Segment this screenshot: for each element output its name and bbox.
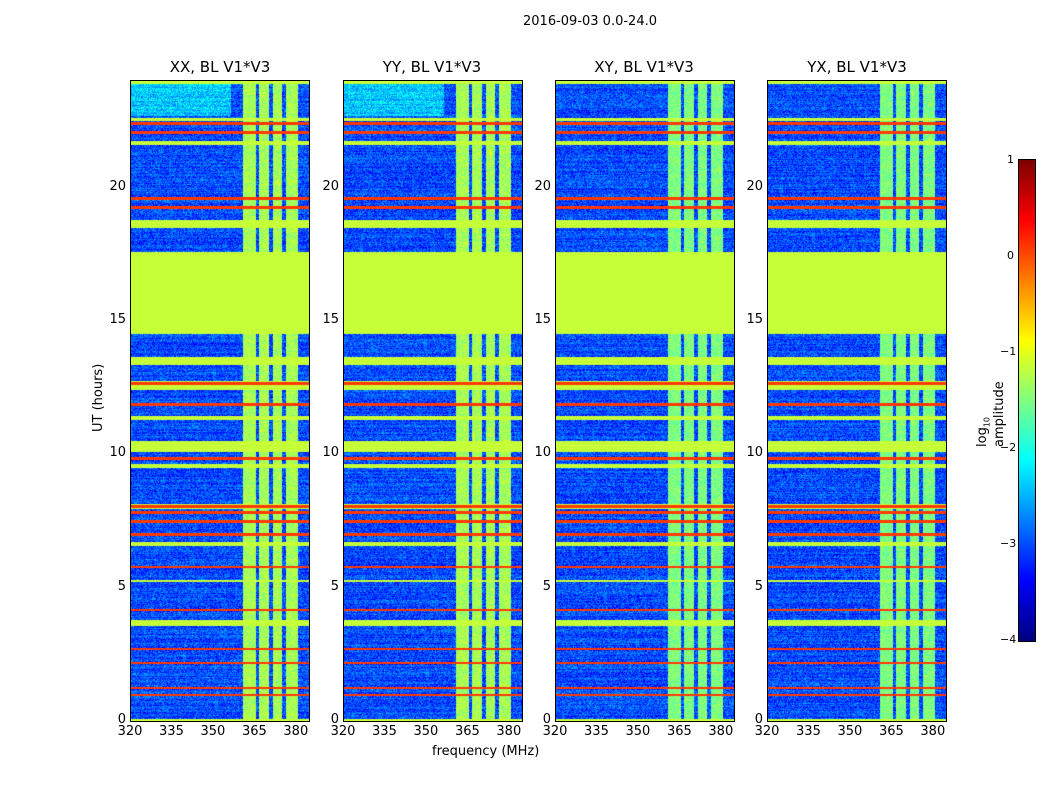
y-tick-label: 0 (542, 712, 551, 727)
colorbar-tick-label: 0 (1007, 249, 1014, 262)
y-tick-label: 15 (746, 312, 763, 327)
x-tick-label: 380 (708, 724, 734, 739)
x-tick-label: 365 (666, 724, 692, 739)
waterfall-yy (343, 80, 523, 722)
x-tick-label: 335 (159, 724, 184, 739)
colorbar-tick-label: −1 (1000, 345, 1017, 358)
y-tick-label: 0 (117, 712, 126, 727)
x-tick-label: 335 (372, 724, 397, 739)
y-tick-label: 0 (330, 712, 339, 727)
colorbar-tick-label: 1 (1007, 153, 1014, 166)
y-axis-label: UT (hours) (91, 363, 106, 432)
colorbar-label-rest: amplitude (991, 381, 1007, 447)
panel-title-yy: YY, BL V1*V3 (382, 58, 482, 76)
x-tick-label: 380 (496, 724, 522, 739)
colorbar (1018, 159, 1036, 642)
y-tick-label: 15 (534, 312, 551, 327)
waterfall-xy (555, 80, 735, 722)
waterfall-xx (130, 80, 310, 722)
y-tick-label: 20 (746, 178, 763, 194)
panel-title-xx: XX, BL V1*V3 (169, 58, 271, 76)
y-tick-label: 15 (322, 312, 339, 327)
x-tick-label: 365 (454, 724, 480, 739)
y-tick-label: 5 (754, 578, 763, 594)
x-tick-label: 380 (283, 724, 309, 739)
colorbar-tick-label: −2 (1000, 441, 1017, 454)
y-tick-label: 10 (109, 445, 126, 461)
x-tick-label: 350 (200, 724, 226, 739)
y-tick-label: 20 (109, 178, 126, 194)
colorbar-label-sub: 10 (982, 416, 992, 428)
figure-title: 2016-09-03 0.0-24.0 (523, 14, 657, 29)
y-tick-label: 20 (322, 178, 339, 194)
y-tick-label: 10 (322, 445, 339, 461)
x-tick-label: 320 (542, 724, 568, 739)
x-tick-label: 365 (241, 724, 267, 739)
colorbar-label: log10 amplitude (975, 372, 1007, 447)
colorbar-tick-label: −3 (1000, 537, 1017, 550)
x-tick-label: 320 (117, 724, 143, 739)
colorbar-tick-label: −4 (1000, 633, 1017, 646)
x-tick-label: 335 (796, 724, 821, 739)
y-tick-label: 5 (542, 578, 551, 594)
colorbar-label-log: log (975, 427, 990, 447)
x-tick-label: 320 (330, 724, 356, 739)
y-tick-label: 10 (746, 445, 763, 461)
x-axis-label: frequency (MHz) (432, 744, 540, 759)
y-tick-label: 15 (109, 312, 126, 327)
x-tick-label: 335 (584, 724, 609, 739)
y-tick-label: 10 (534, 445, 551, 461)
waterfall-yx (767, 80, 947, 722)
x-tick-label: 365 (878, 724, 904, 739)
x-tick-label: 350 (413, 724, 439, 739)
y-tick-label: 0 (754, 712, 763, 727)
x-tick-label: 380 (920, 724, 946, 739)
x-tick-label: 320 (754, 724, 780, 739)
y-tick-label: 5 (117, 578, 126, 594)
y-tick-label: 5 (330, 578, 339, 594)
x-tick-label: 350 (625, 724, 651, 739)
panel-title-xy: XY, BL V1*V3 (594, 58, 694, 76)
x-tick-label: 350 (837, 724, 863, 739)
panel-title-yx: YX, BL V1*V3 (807, 58, 907, 76)
y-tick-label: 20 (534, 178, 551, 194)
